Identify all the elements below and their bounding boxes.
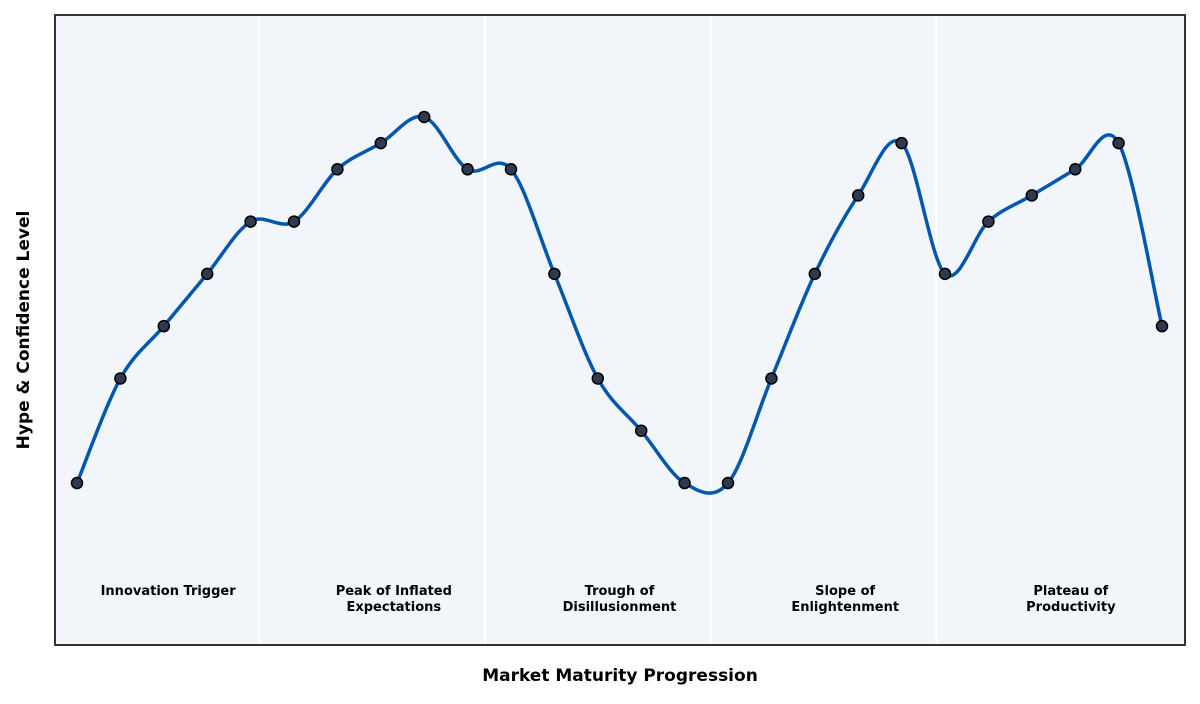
data-point [374,136,388,150]
phase-label-line: Plateau of [1033,584,1108,599]
data-point [765,372,778,385]
data-markers [70,110,1169,490]
phase-label-line: Slope of [815,584,875,599]
data-point [287,215,301,228]
phase-label: Peak of Inflated Expectations [336,584,452,615]
x-axis-label: Market Maturity Progression [482,666,758,686]
plot-frame [54,14,1186,646]
data-point [461,163,474,176]
y-axis-label: Hype & Confidence Level [14,211,34,450]
phase-separators [258,15,938,645]
data-point [591,372,605,385]
data-point [70,476,84,490]
data-point [895,136,908,150]
phase-label-line: Peak of Inflated [336,584,452,599]
data-point [721,476,735,490]
phase-label: Trough of Disillusionment [563,584,677,615]
data-point [634,424,648,437]
plot-area [55,15,1185,645]
data-point [417,110,431,124]
data-point [157,319,171,333]
data-point [851,189,865,202]
data-point [200,267,214,281]
phase-label: Innovation Trigger [101,584,237,599]
data-point [1155,319,1169,333]
phase-label: Slope of Enlightenment [791,584,899,615]
data-point [1068,163,1082,176]
phase-label-line: Expectations [346,600,441,615]
data-point [1025,189,1039,202]
data-point [331,163,344,176]
phase-labels: Innovation Trigger Peak of Inflated Expect… [101,584,1116,615]
data-point [982,215,995,228]
data-point [548,267,561,281]
phase-label: Plateau of Productivity [1026,584,1116,615]
phase-label-line: Productivity [1026,600,1116,615]
data-point [244,215,257,228]
data-point [1112,136,1125,150]
data-point [678,476,691,490]
data-point [808,267,822,281]
phase-label-line: Trough of [585,584,655,599]
phase-label-line: Disillusionment [563,600,677,615]
data-point [114,372,127,385]
data-point [504,163,518,176]
data-point [938,267,952,281]
phase-label-line: Enlightenment [791,600,899,615]
phase-label-line: Innovation Trigger [101,584,237,599]
